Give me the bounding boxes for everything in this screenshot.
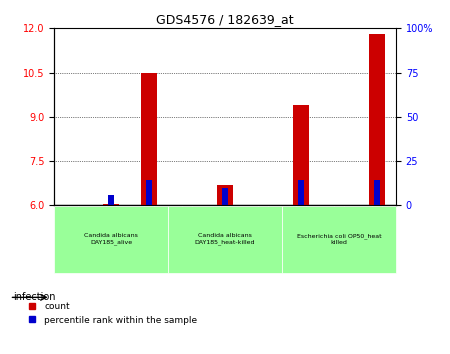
Bar [108, 195, 114, 205]
Text: Candida albicans
DAY185_heat-killed: Candida albicans DAY185_heat-killed [195, 233, 255, 245]
Text: GSM677582: GSM677582 [68, 206, 77, 252]
Bar [141, 73, 157, 205]
Text: Candida albicans
DAY185_alive: Candida albicans DAY185_alive [84, 233, 138, 245]
Text: GSM677586: GSM677586 [220, 206, 230, 252]
Text: GSM677588: GSM677588 [297, 206, 306, 252]
Text: GSM677587: GSM677587 [258, 206, 267, 252]
Legend: count, percentile rank within the sample: count, percentile rank within the sample [24, 298, 201, 328]
Text: Escherichia coli OP50_heat
killed: Escherichia coli OP50_heat killed [297, 233, 381, 245]
Bar [104, 204, 119, 205]
FancyBboxPatch shape [282, 206, 396, 273]
Text: GSM677590: GSM677590 [373, 206, 382, 252]
Text: GSM677589: GSM677589 [334, 206, 343, 252]
Bar [369, 34, 385, 205]
Title: GDS4576 / 182639_at: GDS4576 / 182639_at [156, 13, 294, 26]
Bar [222, 188, 228, 205]
Text: infection: infection [13, 292, 55, 302]
Text: GSM677585: GSM677585 [183, 206, 192, 252]
FancyBboxPatch shape [54, 206, 168, 273]
Bar [146, 180, 152, 205]
Bar [293, 105, 309, 205]
Text: GSM677584: GSM677584 [144, 206, 153, 252]
Text: GSM677583: GSM677583 [107, 206, 116, 252]
FancyBboxPatch shape [168, 206, 282, 273]
Bar [217, 185, 233, 205]
Bar [298, 180, 304, 205]
Bar [374, 180, 380, 205]
